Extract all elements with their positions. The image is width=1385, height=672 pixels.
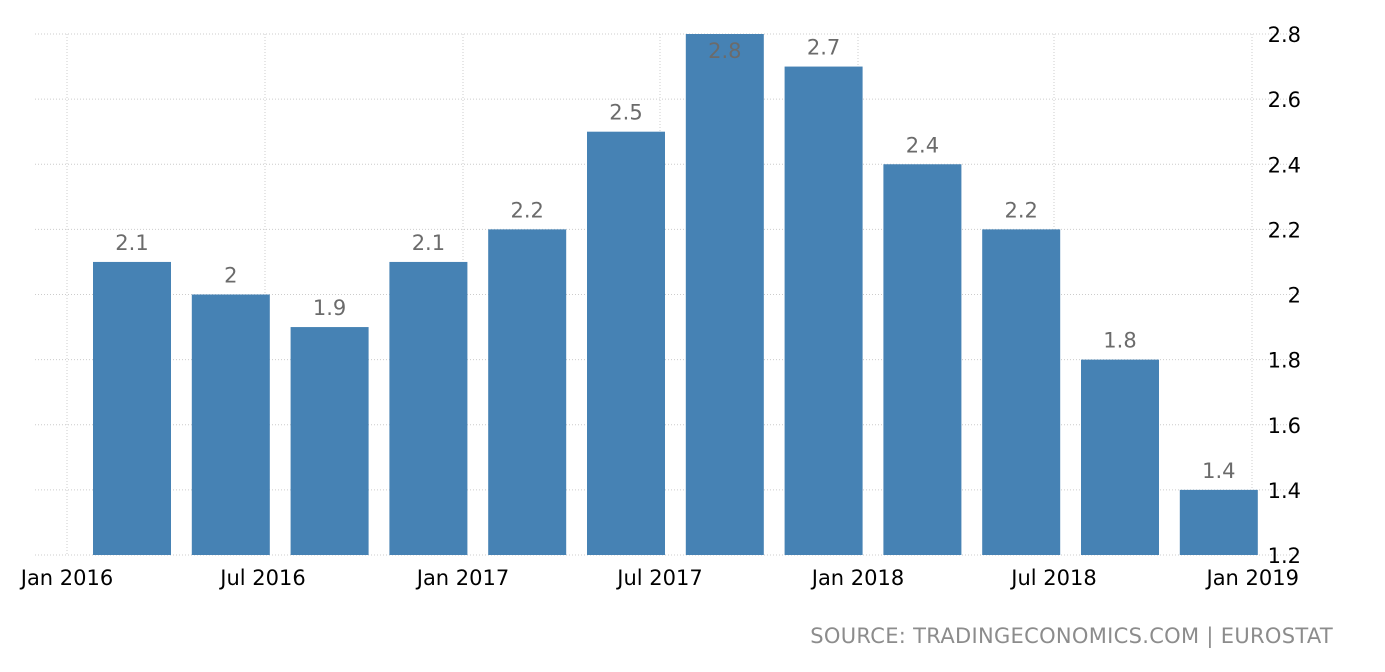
source-credit: SOURCE: TRADINGECONOMICS.COM | EUROSTAT <box>810 624 1333 648</box>
data-label: 1.4 <box>1202 459 1235 483</box>
data-labels: 2.1 2 1.9 2.1 2.2 2.5 2.8 2.7 2.4 2.2 1.8 1.4 <box>115 36 1235 483</box>
bar <box>1179 489 1258 555</box>
bar-series <box>93 34 1258 555</box>
y-tick-label: 2.6 <box>1268 88 1301 112</box>
data-label: 2.1 <box>115 231 148 255</box>
data-label: 2 <box>224 264 237 288</box>
data-label: 2.2 <box>510 198 543 222</box>
x-tick-label: Jan 2018 <box>810 566 905 590</box>
x-tick-label: Jul 2017 <box>615 566 702 590</box>
x-tick-label: Jan 2016 <box>19 566 114 590</box>
data-label: 2.2 <box>1004 198 1037 222</box>
data-label: 1.9 <box>313 296 346 320</box>
x-tick-label: Jan 2017 <box>415 566 510 590</box>
bar <box>982 229 1061 555</box>
data-label: 1.8 <box>1103 329 1136 353</box>
data-label: 2.8 <box>708 39 741 63</box>
bar <box>191 294 270 555</box>
bar <box>290 327 369 555</box>
bar <box>389 261 468 555</box>
data-label: 2.7 <box>807 36 840 60</box>
x-tick-label: Jul 2016 <box>218 566 305 590</box>
bar <box>883 164 962 555</box>
y-tick-label: 2.8 <box>1268 23 1301 47</box>
data-label: 2.5 <box>609 101 642 125</box>
bar <box>1081 359 1159 555</box>
y-tick-label: 2.2 <box>1268 218 1301 242</box>
x-tick-label: Jul 2018 <box>1009 566 1096 590</box>
data-label: 2.1 <box>412 231 445 255</box>
x-axis: Jan 2016 Jul 2016 Jan 2017 Jul 2017 Jan 2018… <box>19 566 1299 590</box>
y-tick-label: 1.4 <box>1268 479 1301 503</box>
bar <box>784 66 863 555</box>
bar <box>488 229 567 555</box>
y-tick-label: 2.4 <box>1268 153 1301 177</box>
bar <box>93 261 171 555</box>
bar <box>685 34 764 555</box>
y-tick-label: 1.8 <box>1268 349 1301 373</box>
bar <box>587 131 665 555</box>
y-axis: 1.2 1.4 1.6 1.8 2 2.2 2.4 2.6 2.8 <box>1268 23 1301 568</box>
y-tick-label: 2 <box>1288 284 1301 308</box>
y-tick-label: 1.6 <box>1268 414 1301 438</box>
y-tick-label: 1.2 <box>1268 544 1301 568</box>
data-label: 2.4 <box>906 133 939 157</box>
x-tick-label: Jan 2019 <box>1205 566 1300 590</box>
